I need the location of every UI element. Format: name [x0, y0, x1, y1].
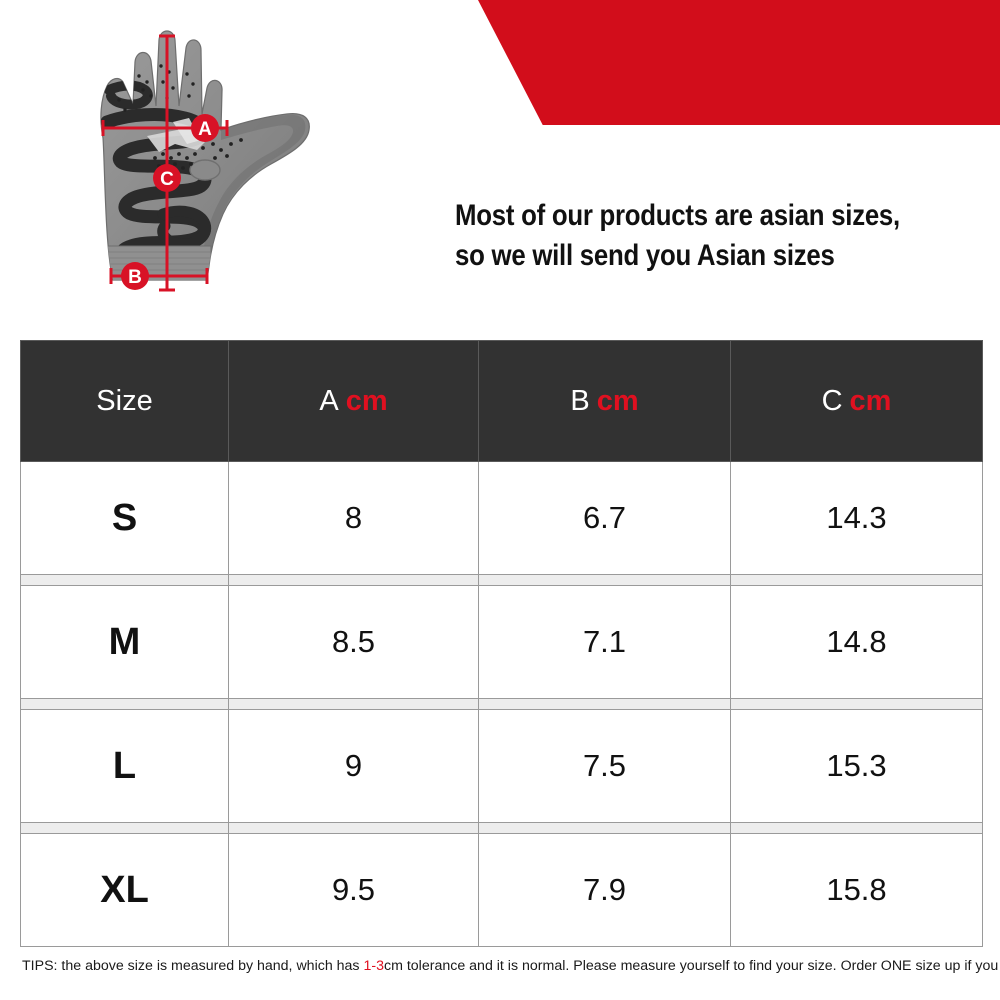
cell-a-s: 8: [228, 461, 479, 575]
cell-c-xl: 15.8: [730, 833, 983, 947]
cell-c-m: 14.8: [730, 585, 983, 699]
cell-c-s: 14.3: [730, 461, 983, 575]
svg-text:A: A: [198, 119, 212, 140]
row-separator: [20, 698, 983, 710]
svg-text:B: B: [128, 267, 142, 288]
cell-a-m: 8.5: [228, 585, 479, 699]
table-row: S 8 6.7 14.3: [20, 461, 983, 575]
cell-b-xl: 7.9: [478, 833, 731, 947]
table-body: S 8 6.7 14.3 M 8.5 7.1 14.8 L 9 7.5 15.3: [20, 461, 983, 947]
header-b-letter: B: [570, 384, 590, 417]
header-a-letter: A: [319, 384, 339, 417]
cell-b-s: 6.7: [478, 461, 731, 575]
marker-a: A: [191, 114, 219, 142]
cell-b-m: 7.1: [478, 585, 731, 699]
marker-b: B: [121, 262, 149, 290]
marker-c: C: [153, 164, 181, 192]
tips-tolerance-value: 1-3: [363, 958, 384, 974]
header-c-unit: cm: [849, 384, 892, 417]
tips-suffix: cm tolerance and it is normal. Please me…: [384, 958, 1000, 974]
glove-measurement-diagram: A C B: [55, 18, 335, 313]
header-zone: ASIA SIZE Most of our products are asian…: [0, 0, 1000, 330]
cell-b-l: 7.5: [478, 709, 731, 823]
header-b-unit: cm: [596, 384, 639, 417]
svg-text:C: C: [160, 169, 174, 190]
subtitle-line-1: Most of our products are asian sizes,: [455, 199, 900, 232]
table-row: M 8.5 7.1 14.8: [20, 585, 983, 699]
subtitle-line-2: so we will send you Asian sizes: [455, 238, 835, 272]
header-size-label: Size: [96, 384, 153, 417]
header-cell-size: Size: [20, 340, 229, 462]
cell-size-s: S: [20, 461, 229, 575]
cell-c-l: 15.3: [730, 709, 983, 823]
table-row: XL 9.5 7.9 15.8: [20, 833, 983, 947]
glove-illustration: [100, 30, 310, 281]
header-c-letter: C: [821, 384, 843, 417]
asia-size-banner: [478, 0, 1000, 125]
cell-a-l: 9: [228, 709, 479, 823]
tips-prefix: TIPS: the above size is measured by hand…: [22, 958, 364, 974]
cell-size-xl: XL: [20, 833, 229, 947]
tips-note: TIPS: the above size is measured by hand…: [22, 958, 1000, 974]
row-separator: [20, 822, 983, 834]
table-row: L 9 7.5 15.3: [20, 709, 983, 823]
row-separator: [20, 574, 983, 586]
cell-a-xl: 9.5: [228, 833, 479, 947]
cell-size-l: L: [20, 709, 229, 823]
subtitle-text: Most of our products are asian sizes, so…: [455, 196, 919, 276]
header-a-unit: cm: [345, 384, 388, 417]
cell-size-m: M: [20, 585, 229, 699]
